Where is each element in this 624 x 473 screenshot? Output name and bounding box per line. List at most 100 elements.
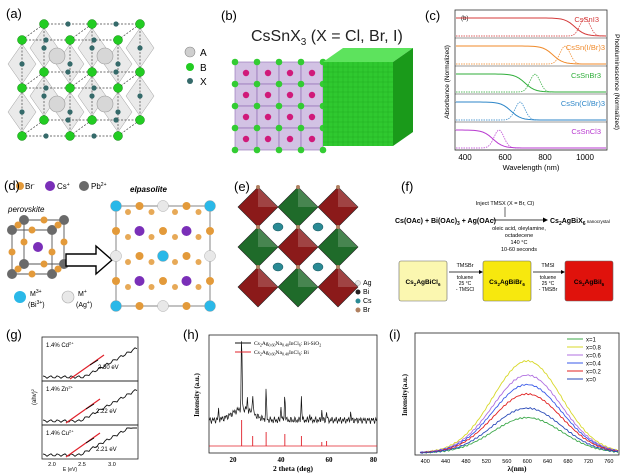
atom-cs — [287, 136, 293, 142]
transform-arrow — [66, 246, 112, 274]
atom-x — [43, 37, 48, 42]
trace-label-cssni3: CsSnI3 — [574, 15, 599, 24]
atom-x — [232, 59, 239, 66]
atom-b — [40, 68, 49, 77]
panel-c: (c) (b) 400 600 800 1000 Wavelength (nm)… — [425, 0, 624, 175]
box-br-label: Cs2AgBiBr6 — [489, 279, 525, 287]
atom-br — [29, 227, 36, 234]
atom-cs — [265, 92, 271, 98]
atom-metal — [205, 301, 216, 312]
pl-legend-label: x=0 — [586, 378, 597, 384]
atom-br — [296, 225, 300, 229]
legend-e-bi: Bi — [363, 289, 370, 296]
atom-x — [43, 85, 48, 90]
nanocube-figure — [215, 0, 425, 160]
atom-br — [15, 266, 22, 273]
atom-br — [172, 284, 178, 290]
panel-f: (f) Inject TMSX (X = Br, Cl) Cs(OAc) + B… — [393, 175, 624, 325]
atom-cs — [309, 136, 315, 142]
atom-br — [136, 252, 144, 260]
atom-b — [88, 68, 97, 77]
atom-a — [97, 48, 113, 64]
c-xtick-1000: 1000 — [576, 153, 594, 162]
atom-x — [254, 81, 261, 88]
atom-x — [232, 81, 239, 88]
atom-x — [276, 81, 283, 88]
pl-legend-label: x=0.6 — [586, 354, 602, 360]
g-dopant-cu: 1.4% Cu2+ — [46, 429, 74, 438]
atom-br — [296, 265, 300, 269]
atom-cs — [309, 70, 315, 76]
xrd-xtick-20: 20 — [230, 456, 238, 464]
atom-cs — [182, 226, 192, 236]
panel-e-label: (e) — [234, 179, 250, 194]
atom-metal — [205, 251, 216, 262]
atom-b — [114, 36, 123, 45]
reactants: Cs(OAc) + Bi(OAc)3 + Ag(OAc) — [395, 218, 496, 227]
atom-b — [66, 84, 75, 93]
xrd-traces — [209, 341, 377, 446]
g-xtick-2.5: 2.5 — [78, 462, 86, 468]
g-energy-cu: 2.21 eV — [96, 447, 117, 453]
atom-br — [256, 225, 260, 229]
atom-x — [254, 103, 261, 110]
atom-a — [49, 48, 65, 64]
legend-d-pb: Pb2+ — [91, 182, 107, 191]
atom-br — [41, 261, 48, 268]
atom-x — [65, 69, 70, 74]
atom-x — [276, 103, 283, 110]
atom-br — [112, 227, 120, 235]
c-xtick-800: 800 — [538, 153, 552, 162]
atom-br — [336, 265, 340, 269]
legend-a-label-A: A — [200, 48, 207, 59]
tauc-plots: 1.4% Cd2+ 2.30 eV 1.4% Zn2+ 2.22 eV 1.4%… — [0, 325, 175, 473]
atom-b — [114, 84, 123, 93]
atom-metal — [205, 201, 216, 212]
atom-br — [61, 239, 68, 246]
atom-br — [29, 271, 36, 278]
atom-cs — [182, 276, 192, 286]
atom-br — [136, 302, 144, 310]
atom-br — [9, 249, 16, 256]
atom-x — [276, 125, 283, 132]
atom-br — [256, 185, 260, 189]
atom-br — [149, 284, 155, 290]
xrd-xtick-60: 60 — [326, 456, 334, 464]
panel-f-label: (f) — [401, 179, 413, 194]
panel-i: (i) x=1 x=0.8 x=0.6 x=0.4 x=0.2 x=0 400 440 480… — [385, 325, 624, 473]
atom-cs — [135, 276, 145, 286]
legend-m1-ag: (Ag+) — [76, 300, 92, 309]
legend-a-swatch-X — [187, 78, 193, 84]
panel-g-label: (g) — [6, 327, 22, 342]
octahedron-face — [298, 187, 318, 207]
legend-e: Ag Bi Cs Br — [356, 280, 373, 314]
atom-cs — [243, 114, 249, 120]
spectra-inner-label: (b) — [461, 16, 468, 22]
atom-br — [196, 234, 202, 240]
tauc-curves — [43, 348, 137, 457]
octahedra-drawing — [238, 185, 358, 307]
xrd-xtick-40: 40 — [278, 456, 286, 464]
arrow2-reagent: TMSI — [541, 263, 555, 269]
perovskite-unit-cell — [7, 215, 69, 279]
atom-b — [40, 116, 49, 125]
atom-br — [172, 259, 178, 265]
atom-br — [149, 234, 155, 240]
panel-c-label: (c) — [425, 8, 440, 23]
atom-x — [67, 109, 72, 114]
octahedron-face — [258, 187, 278, 207]
atom-a — [97, 96, 113, 112]
legend-e-br: Br — [363, 307, 371, 314]
atom-b — [40, 20, 49, 29]
atom-cs — [273, 263, 283, 271]
atom-cs — [287, 114, 293, 120]
atom-x — [298, 81, 305, 88]
pl-legend-label: x=0.4 — [586, 362, 602, 368]
trace-label-cssnbr3: CsSnBr3 — [571, 71, 601, 80]
atom-metal — [111, 201, 122, 212]
atom-cs — [313, 223, 323, 231]
atom-br — [149, 259, 155, 265]
atom-x — [137, 93, 142, 98]
atom-br — [112, 277, 120, 285]
legend-d-sites: M3+ (Bi3+) M+ (Ag+) — [14, 289, 92, 309]
